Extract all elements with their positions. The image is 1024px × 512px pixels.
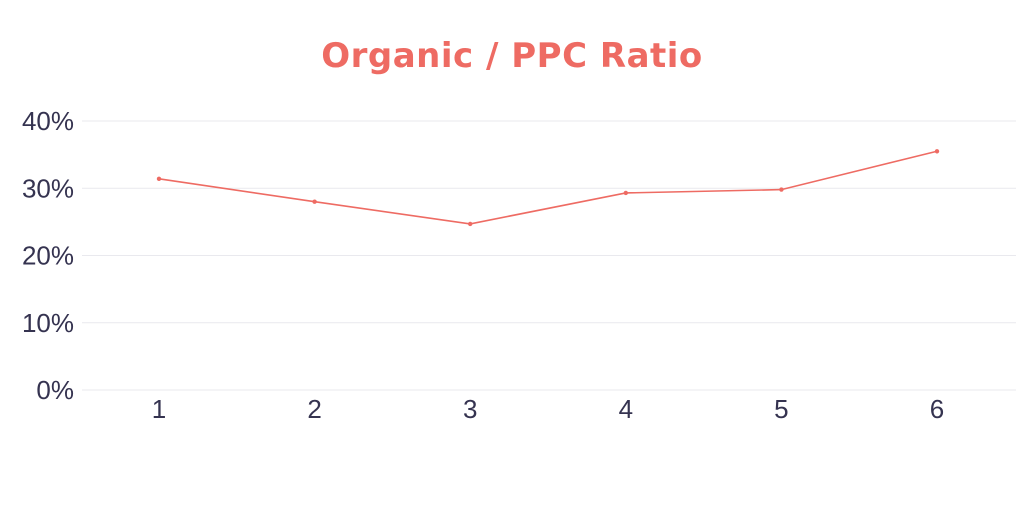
x-tick-label: 6 (930, 394, 944, 424)
x-tick-label: 3 (463, 394, 477, 424)
data-point (779, 187, 784, 192)
data-point (623, 190, 628, 196)
chart-title: Organic / PPC Ratio (321, 36, 703, 76)
series-layer (156, 149, 940, 227)
y-tick-label: 20% (22, 241, 74, 271)
y-tick-label: 0% (36, 375, 74, 405)
y-tick-label: 40% (22, 106, 74, 136)
y-tick-label: 30% (22, 173, 74, 203)
x-tick-label: 5 (774, 394, 788, 424)
x-tick-label: 1 (152, 394, 166, 424)
series-line (158, 150, 938, 225)
x-tick-label: 2 (307, 394, 321, 424)
gridlines (82, 120, 1016, 391)
data-point (156, 176, 162, 182)
y-tick-label: 10% (22, 308, 74, 338)
x-axis-ticks: 1 2 3 4 5 6 (152, 394, 944, 424)
x-tick-label: 4 (619, 394, 633, 424)
data-point (468, 221, 473, 227)
data-point (312, 199, 317, 204)
data-point (934, 149, 940, 154)
y-axis-ticks: 0% 10% 20% 30% 40% (22, 106, 74, 405)
